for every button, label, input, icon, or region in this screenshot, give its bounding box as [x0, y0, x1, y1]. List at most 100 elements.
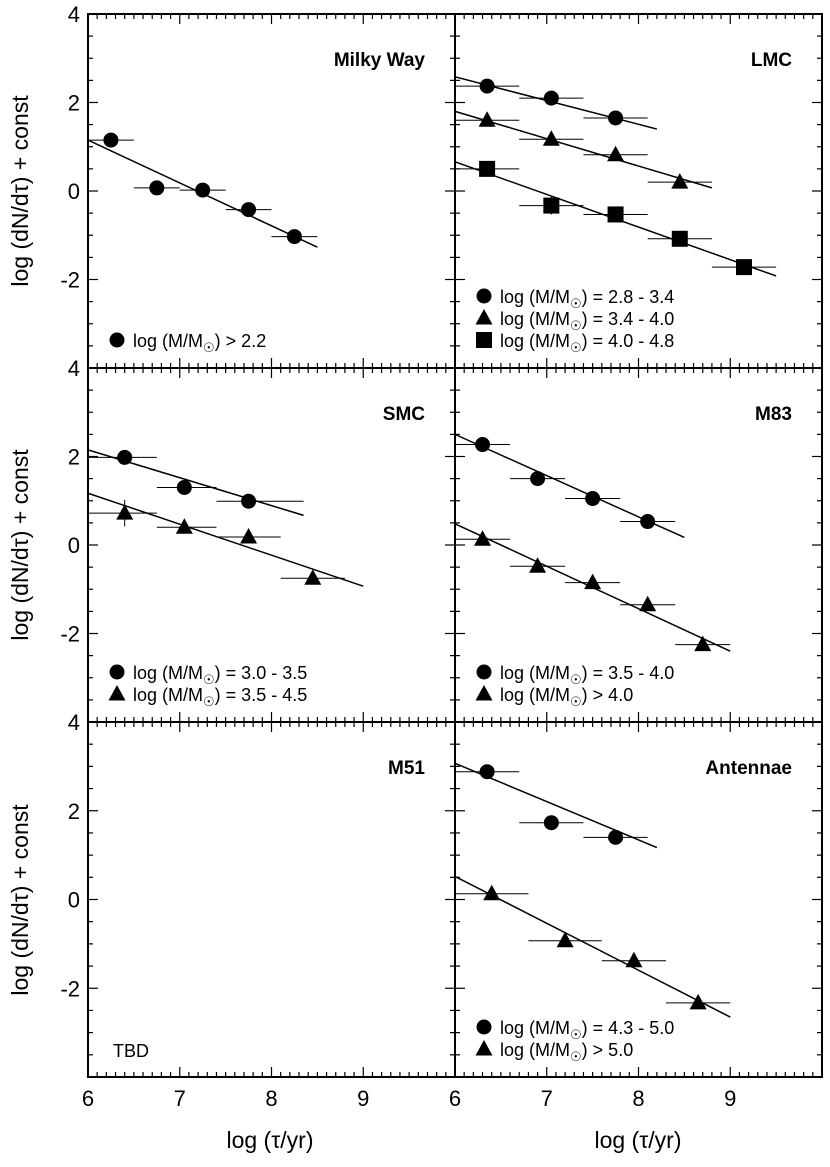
legend-label-tail: ) = 3.0 - 3.5	[215, 663, 308, 683]
y-tick-label: 4	[68, 2, 80, 27]
legend-label: log (M/M☉) = 3.5 - 4.5	[133, 685, 307, 709]
data-point	[543, 815, 559, 831]
legend-subscript: ☉	[570, 296, 582, 311]
legend-subscript: ☉	[570, 672, 582, 687]
series-triangle	[454, 110, 713, 189]
legend-label: log (M/M☉) > 2.2	[133, 331, 266, 355]
data-point	[175, 518, 193, 534]
data-point	[608, 110, 624, 126]
legend-label-tail: ) = 4.0 - 4.8	[582, 331, 675, 351]
series-circle	[87, 132, 318, 248]
data-point	[607, 206, 624, 223]
panel-note: TBD	[113, 1041, 149, 1061]
data-point	[479, 78, 495, 94]
data-point	[117, 449, 133, 465]
legend-subscript: ☉	[570, 318, 582, 333]
legend-entry: log (M/M☉) = 4.3 - 5.0	[476, 1018, 675, 1042]
x-tick-label: 8	[632, 1086, 644, 1111]
data-point	[479, 764, 495, 780]
y-tick-label: 0	[68, 888, 80, 913]
data-point	[483, 884, 501, 901]
x-tick-label: 6	[82, 1086, 94, 1111]
legend-entry: log (M/M☉) = 3.5 - 4.0	[476, 663, 674, 687]
data-point	[694, 635, 712, 652]
data-point	[556, 931, 574, 948]
legend-label-tail: ) = 3.5 - 4.5	[215, 685, 308, 705]
series-triangle	[87, 492, 364, 587]
data-point	[176, 479, 192, 495]
series-circle	[454, 76, 658, 130]
y-tick-label: 2	[68, 799, 80, 824]
legend-label-tail: ) = 4.3 - 5.0	[582, 1018, 675, 1038]
legend-entry: log (M/M☉) = 3.5 - 4.5	[108, 685, 307, 709]
panel-title: M51	[388, 758, 425, 779]
y-tick-label: -2	[60, 622, 80, 647]
panel-milky-way: 4 2 0 -2 Milky Way log (M/M☉) > 2.2	[60, 2, 456, 369]
legend-entry: log (M/M☉) = 3.0 - 3.5	[109, 663, 308, 687]
panel-title: SMC	[383, 404, 426, 425]
data-point	[689, 993, 707, 1010]
x-tick-label: 9	[724, 1086, 736, 1111]
data-point	[543, 90, 559, 106]
y-axis-label-middle: log (dN/dτ) + const	[7, 449, 33, 641]
data-point	[479, 160, 496, 177]
data-point	[543, 197, 560, 214]
legend-label-tail: ) = 2.8 - 3.4	[582, 287, 675, 307]
legend-label-tail: ) > 4.0	[582, 685, 634, 705]
legend-label: log (M/M☉) > 4.0	[500, 685, 633, 709]
data-point	[625, 951, 643, 968]
legend-entry: log (M/M☉) = 4.0 - 4.8	[476, 331, 674, 355]
y-tick-label: 2	[68, 91, 80, 116]
data-point	[103, 132, 119, 148]
legend-subscript: ☉	[570, 1049, 582, 1064]
legend-marker	[476, 664, 492, 680]
legend-subscript: ☉	[570, 694, 582, 709]
series-circle	[87, 449, 304, 517]
legend-subscript: ☉	[570, 340, 582, 355]
legend-subscript: ☉	[570, 1027, 582, 1042]
data-point	[529, 557, 547, 573]
y-tick-label: 4	[68, 710, 80, 735]
y-tick-label: 0	[68, 533, 80, 558]
x-tick-label: 9	[357, 1086, 369, 1111]
legend-subscript: ☉	[203, 340, 215, 355]
legend-label: log (M/M☉) > 5.0	[500, 1040, 633, 1064]
y-tick-label: -2	[60, 268, 80, 293]
legend-label: log (M/M☉) = 2.8 - 3.4	[500, 287, 674, 311]
legend-subscript: ☉	[203, 694, 215, 709]
legend-marker	[109, 332, 125, 348]
panel-title: Milky Way	[334, 50, 426, 71]
panel-grid: 4 2 0 -2 Milky Way log (M/M☉) > 2.2 LMC log (M/…	[60, 2, 823, 1111]
y-axis-label-bottom: log (dN/dτ) + const	[7, 804, 33, 996]
data-point	[149, 180, 165, 196]
data-point	[640, 514, 656, 530]
data-point	[736, 259, 753, 276]
y-tick-label: 4	[68, 356, 80, 381]
fit-line	[454, 875, 731, 1018]
legend-label-tail: ) = 3.4 - 4.0	[582, 309, 675, 329]
data-point	[607, 145, 625, 162]
data-point	[195, 182, 211, 198]
data-point	[585, 491, 601, 507]
data-point	[639, 595, 657, 612]
legend-marker	[476, 1019, 492, 1035]
legend-entry: log (M/M☉) = 2.8 - 3.4	[476, 287, 674, 311]
legend-marker	[475, 309, 493, 325]
legend-label-tail: ) > 2.2	[215, 331, 267, 351]
legend-entry: log (M/M☉) > 4.0	[475, 685, 633, 709]
data-point	[478, 111, 496, 127]
legend-entry: log (M/M☉) = 3.4 - 4.0	[475, 309, 674, 333]
x-tick-label: 6	[449, 1086, 461, 1111]
legend-label: log (M/M☉) = 4.0 - 4.8	[500, 331, 674, 355]
legend-label: log (M/M☉) = 3.4 - 4.0	[500, 309, 674, 333]
legend-marker	[108, 685, 126, 701]
legend-marker	[476, 288, 492, 304]
legend-entry: log (M/M☉) > 5.0	[475, 1040, 633, 1064]
x-tick-label: 7	[174, 1086, 186, 1111]
legend-marker	[476, 332, 492, 348]
legend-marker	[475, 685, 493, 701]
data-point	[241, 202, 257, 218]
legend-label: log (M/M☉) = 3.5 - 4.0	[500, 663, 674, 687]
